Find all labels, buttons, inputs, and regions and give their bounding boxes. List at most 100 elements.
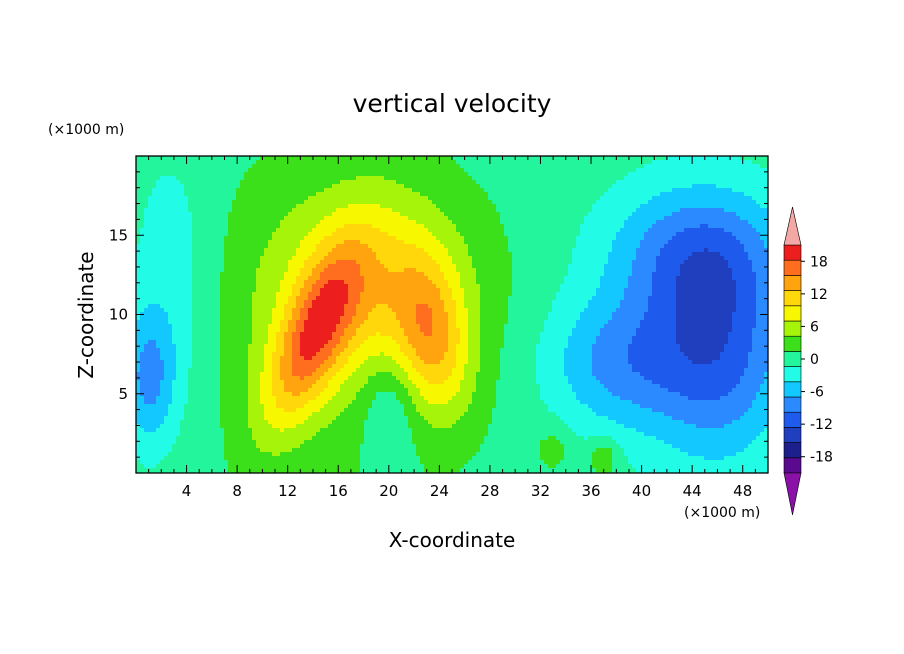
field-cell [220,268,225,273]
field-cell [156,172,161,177]
field-cell [608,208,613,213]
field-cell [280,248,285,253]
field-cell [612,236,617,241]
field-cell [400,232,405,237]
field-cell [608,164,613,169]
field-cell [340,184,345,189]
field-cell [280,200,285,205]
field-cell [696,212,701,217]
field-cell [536,276,541,281]
field-cell [576,260,581,265]
field-cell [568,244,573,249]
field-cell [248,236,253,241]
field-cell [136,160,141,165]
field-cell [156,156,161,161]
field-cell [744,248,749,253]
field-cell [704,156,709,161]
field-cell [344,208,349,213]
field-cell [608,264,613,269]
field-cell [420,264,425,269]
field-cell [308,156,313,161]
field-cell [340,236,345,241]
field-cell [476,256,481,261]
field-cell [308,220,313,225]
field-cell [412,164,417,169]
field-cell [676,208,681,213]
field-cell [356,200,361,205]
field-cell [204,212,209,217]
field-cell [464,168,469,173]
field-cell [664,168,669,173]
field-cell [680,268,685,273]
field-cell [332,252,337,257]
field-cell [708,184,713,189]
field-cell [760,184,765,189]
field-cell [232,156,237,161]
field-cell [296,156,301,161]
field-cell [632,176,637,181]
field-cell [252,212,257,217]
field-cell [440,196,445,201]
field-cell [584,160,589,165]
field-cell [296,224,301,229]
field-cell [328,160,333,165]
field-cell [248,256,253,261]
field-cell [580,196,585,201]
field-cell [452,252,457,257]
field-cell [204,280,209,285]
field-cell [680,276,685,281]
field-cell [208,184,213,189]
field-cell [616,272,621,277]
field-cell [752,276,757,281]
field-cell [608,196,613,201]
field-cell [708,224,713,229]
field-cell [620,212,625,217]
field-cell [184,216,189,221]
field-cell [476,248,481,253]
field-cell [704,224,709,229]
field-cell [480,228,485,233]
field-cell [356,256,361,261]
field-cell [652,208,657,213]
field-cell [260,276,265,281]
field-cell [656,192,661,197]
field-cell [448,184,453,189]
field-cell [144,232,149,237]
field-cell [544,172,549,177]
field-cell [588,224,593,229]
field-cell [464,264,469,269]
field-cell [188,164,193,169]
field-cell [744,176,749,181]
field-cell [260,180,265,185]
field-cell [252,208,257,213]
field-cell [552,272,557,277]
field-cell [344,280,349,285]
field-cell [500,184,505,189]
field-cell [524,196,529,201]
field-cell [572,212,577,217]
field-cell [676,180,681,185]
field-cell [452,272,457,277]
field-cell [416,176,421,181]
field-cell [404,240,409,245]
field-cell [724,264,729,269]
field-cell [540,216,545,221]
field-cell [336,236,341,241]
field-cell [644,248,649,253]
field-cell [460,212,465,217]
field-cell [336,280,341,285]
field-cell [464,196,469,201]
field-cell [200,236,205,241]
field-cell [612,256,617,261]
field-cell [680,168,685,173]
field-cell [460,160,465,165]
field-cell [700,244,705,249]
field-cell [464,208,469,213]
field-cell [480,264,485,269]
field-cell [236,192,241,197]
field-cell [756,168,761,173]
field-cell [572,180,577,185]
field-cell [400,156,405,161]
field-cell [692,276,697,281]
field-cell [248,264,253,269]
